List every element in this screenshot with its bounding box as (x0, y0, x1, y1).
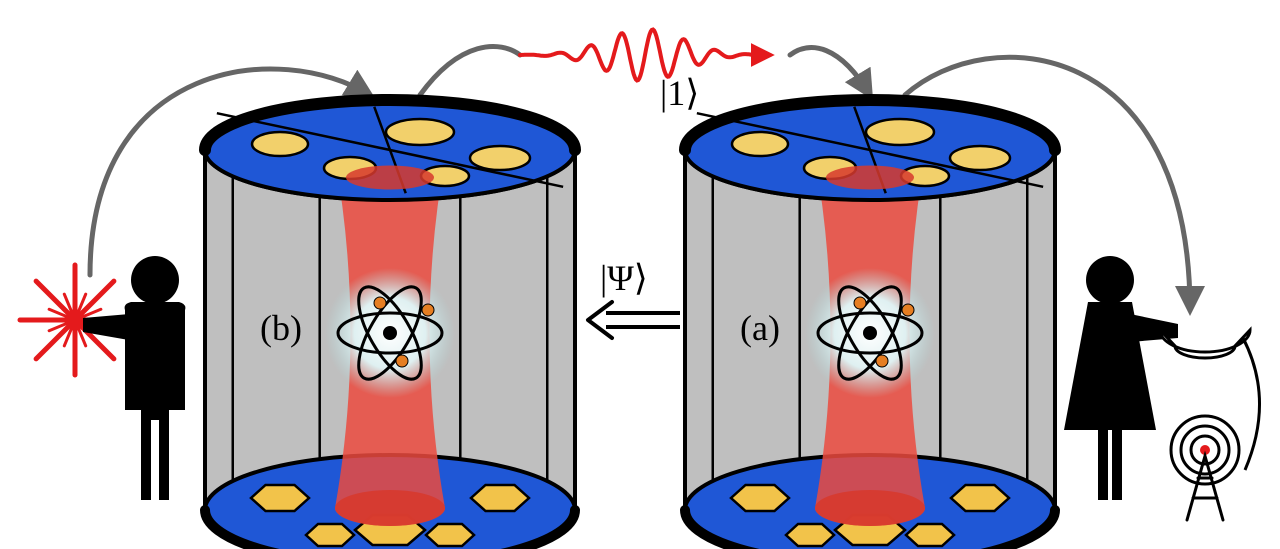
diagram-root: |1⟩ |Ψ⟩ (b) (a) (0, 0, 1280, 549)
person-left (83, 256, 185, 500)
psi-arrow (588, 302, 680, 338)
photon-ket-label: |1⟩ (660, 73, 699, 113)
trap-left-label: (b) (260, 308, 302, 348)
diagram-svg: |1⟩ |Ψ⟩ (b) (a) (0, 0, 1280, 549)
person-right (1064, 256, 1178, 500)
trap-right-label: (a) (740, 308, 780, 348)
antenna-icon (1160, 330, 1260, 520)
psi-ket-label: |Ψ⟩ (600, 258, 648, 298)
photon-wave (520, 30, 770, 81)
